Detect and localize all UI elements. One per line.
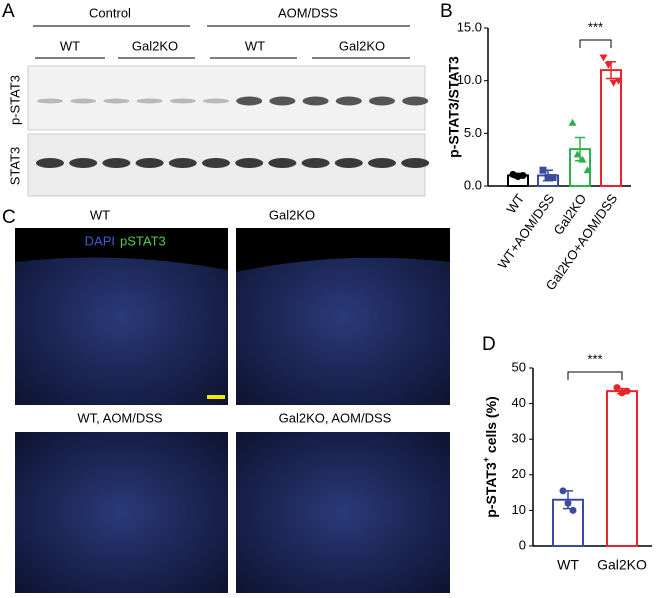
band [269, 96, 296, 106]
subgroup-label: Gal2KO [132, 38, 178, 53]
data-point [613, 384, 621, 392]
band [302, 96, 329, 106]
y-axis-label: p-STAT3/STAT3 [446, 56, 462, 158]
blot-image [27, 65, 430, 197]
band [369, 96, 395, 106]
image-title: WT [90, 207, 110, 222]
band [335, 96, 362, 106]
y-tick-label: 50 [512, 359, 526, 374]
group-label: Control [89, 5, 131, 20]
data-point [623, 387, 631, 395]
band [334, 158, 363, 168]
data-point [604, 61, 613, 69]
band [36, 158, 64, 168]
band [203, 98, 229, 104]
x-tick-label: WT [557, 557, 579, 573]
band [69, 158, 98, 168]
stain-label: DAPI [85, 233, 115, 248]
data-point [614, 77, 623, 85]
image-title: Gal2KO [269, 207, 315, 222]
band [168, 158, 197, 168]
data-point [559, 487, 567, 495]
significance-bracket [567, 371, 623, 380]
y-label-part: + [481, 457, 491, 462]
y-tick-label: 10.0 [457, 72, 482, 87]
y-label-part: cells (%) [483, 396, 499, 457]
band [202, 158, 230, 168]
bar [606, 390, 638, 548]
subgroup-label: Gal2KO [339, 38, 385, 53]
data-point [569, 506, 577, 514]
y-tick-label: 40 [512, 395, 526, 410]
significance: *** [588, 19, 603, 34]
band [70, 98, 97, 104]
image-title: WT, AOM/DSS [77, 410, 163, 425]
row-label: p-STAT3 [7, 75, 22, 125]
stain-label: pSTAT3 [120, 233, 166, 248]
data-point [544, 174, 552, 182]
y-label-part: p-STAT3 [483, 462, 499, 518]
group-label: AOM/DSS [278, 5, 338, 20]
data-point [609, 79, 618, 87]
panel-label: B [440, 1, 453, 22]
x-tick-label: Gal2KO [597, 557, 647, 573]
band [169, 98, 196, 104]
band [402, 96, 429, 106]
y-tick-label: 15.0 [457, 19, 482, 34]
significance: *** [587, 351, 602, 366]
band [135, 158, 164, 168]
lumen [236, 228, 450, 272]
micrograph [15, 432, 228, 593]
data-point [568, 118, 577, 126]
band [235, 158, 264, 168]
x-tick-label: WT+AOM/DSS [495, 191, 558, 272]
band [236, 96, 263, 106]
band [103, 98, 130, 104]
subgroup-label: WT [245, 38, 265, 53]
row-label: STAT3 [7, 147, 22, 186]
data-point [539, 166, 547, 174]
band [102, 158, 131, 168]
subgroup-label: WT [60, 38, 80, 53]
y-tick-label: 0 [519, 537, 526, 552]
data-point [519, 171, 527, 179]
y-tick-label: 20 [512, 466, 526, 481]
x-tick-label: WT [503, 191, 527, 216]
scale-bar [207, 395, 225, 399]
band [368, 158, 396, 168]
y-tick-label: 30 [512, 431, 526, 446]
data-point [573, 150, 582, 158]
band [268, 158, 297, 168]
micrograph [236, 432, 450, 593]
panel-label: A [2, 1, 15, 22]
band [401, 158, 430, 168]
data-point [578, 155, 587, 163]
error-bar [606, 60, 616, 80]
data-point [599, 54, 608, 62]
panel-label: D [482, 334, 496, 355]
panel-label: C [2, 207, 16, 228]
lumen [15, 228, 228, 270]
image-title: Gal2KO, AOM/DSS [279, 410, 392, 425]
significance-bracket [579, 39, 612, 48]
data-point [583, 166, 592, 174]
y-tick-label: 0.0 [464, 177, 482, 192]
band [301, 158, 330, 168]
y-tick-label: 5.0 [464, 125, 482, 140]
band [136, 98, 163, 104]
bar [600, 69, 622, 187]
data-point [564, 499, 572, 507]
data-point [549, 174, 557, 182]
y-axis-label: p-STAT3+ cells (%) [481, 396, 498, 517]
band [37, 98, 63, 104]
y-tick-label: 10 [512, 502, 526, 517]
